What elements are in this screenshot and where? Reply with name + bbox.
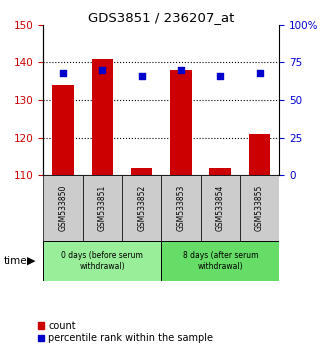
Point xyxy=(257,70,262,76)
Bar xyxy=(131,168,152,175)
Title: GDS3851 / 236207_at: GDS3851 / 236207_at xyxy=(88,11,234,24)
Text: GSM533855: GSM533855 xyxy=(255,185,264,231)
Point xyxy=(218,73,223,79)
Bar xyxy=(201,175,240,241)
Point xyxy=(178,67,184,73)
Text: GSM533850: GSM533850 xyxy=(58,185,67,231)
Bar xyxy=(249,134,270,175)
Text: 8 days (after serum
withdrawal): 8 days (after serum withdrawal) xyxy=(183,251,258,271)
Point xyxy=(100,67,105,73)
Bar xyxy=(91,59,113,175)
Bar xyxy=(83,175,122,241)
Text: GSM533854: GSM533854 xyxy=(216,185,225,231)
Text: GSM533852: GSM533852 xyxy=(137,185,146,231)
Point xyxy=(139,73,144,79)
Point xyxy=(60,70,65,76)
Bar xyxy=(210,168,231,175)
Text: GSM533853: GSM533853 xyxy=(177,185,186,231)
Bar xyxy=(170,70,192,175)
Bar xyxy=(161,241,279,281)
Text: 0 days (before serum
withdrawal): 0 days (before serum withdrawal) xyxy=(61,251,143,271)
Bar xyxy=(240,175,279,241)
Bar xyxy=(161,175,201,241)
Bar xyxy=(52,85,74,175)
Bar xyxy=(43,175,83,241)
Text: time: time xyxy=(3,256,27,266)
Text: GSM533851: GSM533851 xyxy=(98,185,107,231)
Bar xyxy=(122,175,161,241)
Legend: count, percentile rank within the sample: count, percentile rank within the sample xyxy=(34,317,217,347)
Bar xyxy=(43,241,161,281)
Text: ▶: ▶ xyxy=(27,256,36,266)
